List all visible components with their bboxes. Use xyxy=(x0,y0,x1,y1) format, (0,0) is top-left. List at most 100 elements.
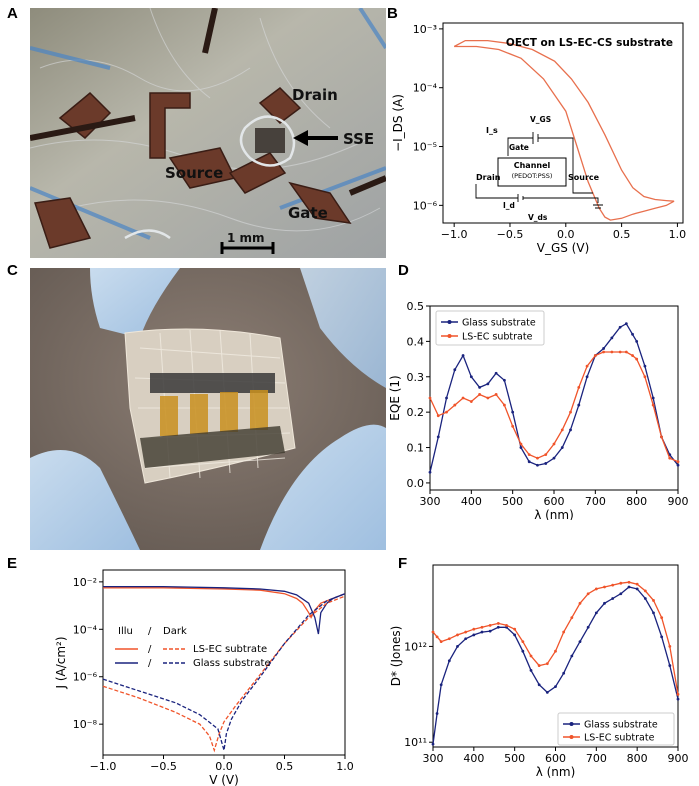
data-point xyxy=(439,640,443,644)
data-point xyxy=(435,635,439,639)
data-point xyxy=(505,623,508,627)
legend-dark: Dark xyxy=(163,626,187,637)
y-axis-label: EQE (1) xyxy=(388,375,402,420)
data-point xyxy=(529,668,533,672)
data-point xyxy=(478,385,481,389)
data-point xyxy=(660,435,663,439)
data-point xyxy=(447,637,451,641)
y-tick-label: 10⁻⁴ xyxy=(413,82,438,95)
legend-marker xyxy=(569,735,574,739)
y-tick-label: 10⁻⁶ xyxy=(413,199,438,212)
data-point xyxy=(503,378,506,382)
x-tick-label: 700 xyxy=(585,495,606,508)
data-point xyxy=(631,332,634,336)
x-tick-label: 500 xyxy=(504,752,525,765)
x-tick-label: 0.5 xyxy=(276,760,294,773)
data-point xyxy=(627,580,631,584)
legend-label: Glass substrate xyxy=(584,720,658,731)
y-axis-label: J (A/cm²) xyxy=(54,636,68,689)
data-point xyxy=(431,630,435,634)
legend-marker xyxy=(447,320,452,324)
oect-inset: Channel (PEDOT:PSS) Drain Source I_s Gate V_GS… xyxy=(475,115,603,222)
y-axis-label: −I_DS (A) xyxy=(391,94,405,152)
legend-label: LS-EC subtrate xyxy=(584,733,655,744)
x-tick-label: 600 xyxy=(545,752,566,765)
x-tick-label: −0.5 xyxy=(497,228,524,241)
chart-b: −1.0 −0.5 0.0 0.5 1.0 10⁻⁶ 10⁻⁵ 10⁻⁴ 10⁻³ V_GS (V… xyxy=(391,22,686,255)
label-scalebar: 1 mm xyxy=(227,231,265,245)
x-axis-label: λ (nm) xyxy=(536,765,576,779)
legend-box xyxy=(435,310,545,346)
data-point xyxy=(464,637,468,641)
data-point xyxy=(435,712,439,715)
data-point xyxy=(577,385,581,389)
data-point xyxy=(529,654,533,658)
x-axis-label: V (V) xyxy=(209,773,239,786)
data-point xyxy=(513,627,517,631)
series-line xyxy=(432,581,679,695)
y-axis-label: D* (Jones) xyxy=(389,626,403,687)
data-point xyxy=(668,456,672,460)
data-point xyxy=(537,664,541,667)
data-point xyxy=(635,587,639,591)
data-point xyxy=(593,354,597,357)
data-point xyxy=(447,659,451,663)
data-point xyxy=(527,460,531,464)
x-tick-label: 600 xyxy=(544,495,565,508)
data-point xyxy=(569,410,572,414)
data-point xyxy=(624,322,628,326)
legend-glass-label: Glass substrate xyxy=(193,658,271,669)
data-point xyxy=(545,662,549,666)
data-point xyxy=(676,697,680,701)
panel-label-e: E xyxy=(7,555,18,572)
data-point xyxy=(536,456,539,460)
label-gate: Gate xyxy=(288,204,328,222)
x-tick-label: 300 xyxy=(423,752,444,765)
panel-label-b: B xyxy=(387,5,398,22)
vgs-label: V_GS xyxy=(530,115,551,124)
y-tick-label: 10¹¹ xyxy=(404,736,427,749)
label-source: Source xyxy=(165,164,223,182)
x-tick-label: 500 xyxy=(502,495,523,508)
data-point xyxy=(631,354,634,357)
data-point xyxy=(668,664,672,667)
x-tick-label: 0.5 xyxy=(613,228,631,241)
x-tick-label: −1.0 xyxy=(90,760,117,773)
data-point xyxy=(594,611,598,615)
y-tick-label: 10⁻⁵ xyxy=(413,141,437,154)
data-point xyxy=(610,336,614,340)
data-point xyxy=(505,625,508,629)
data-point xyxy=(519,442,523,446)
data-point xyxy=(652,611,655,615)
data-point xyxy=(461,396,465,400)
data-point xyxy=(488,629,492,633)
id-label: I_d xyxy=(503,201,515,210)
chart-title: OECT on LS-EC-CS substrate xyxy=(506,37,673,49)
data-point xyxy=(521,640,525,644)
data-point xyxy=(635,582,639,586)
data-point xyxy=(521,649,525,653)
panel-label-a: A xyxy=(7,5,18,22)
series-line xyxy=(453,39,675,202)
data-point xyxy=(578,601,582,605)
legend-slash: / xyxy=(148,658,152,669)
series-line xyxy=(103,587,346,619)
data-point xyxy=(610,350,614,354)
x-tick-label: 900 xyxy=(668,495,689,508)
panel-label-c: C xyxy=(7,262,18,279)
x-tick-label: 900 xyxy=(668,752,689,765)
data-point xyxy=(668,645,672,648)
data-point xyxy=(428,396,432,400)
data-point xyxy=(486,382,490,386)
data-point xyxy=(537,683,541,687)
series-line xyxy=(103,585,346,635)
series-line xyxy=(429,322,679,473)
series-line xyxy=(102,593,346,751)
legend: Glass substrate LS-EC subtrate xyxy=(557,712,675,746)
data-point xyxy=(431,742,435,746)
data-point xyxy=(453,403,457,407)
data-point xyxy=(660,616,664,620)
data-point xyxy=(570,616,574,620)
x-tick-label: −1.0 xyxy=(441,228,468,241)
data-point xyxy=(428,470,432,474)
